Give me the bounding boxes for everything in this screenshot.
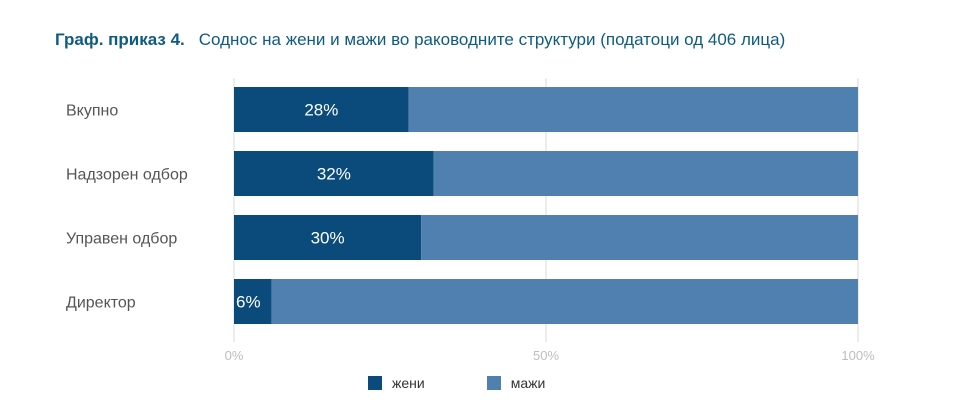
bar-men [408,87,858,132]
x-tick-label: 100% [841,348,875,363]
legend-label-women: жени [392,375,425,391]
bars: 28% 32% 30% 6% [234,87,858,324]
bar-men [271,279,858,324]
legend-item-women: жени [368,375,425,391]
legend-swatch-men [486,376,501,390]
bar-men [433,151,858,196]
chart-title: Граф. приказ 4. Соднос на жени и мажи во … [55,30,785,50]
bar-men [421,215,858,260]
category-label: Директор [66,295,136,312]
category-label: Вкупно [66,103,118,120]
chart-title-text: Соднос на жени и мажи во раководните стр… [198,30,786,49]
bar-women [234,279,272,324]
legend: жени мажи [368,375,545,391]
legend-label-men: мажи [510,375,546,391]
x-tick-label: 0% [225,348,244,363]
bar-women [234,215,422,260]
category-label: Надзорен одбор [66,167,188,184]
bar-chart: 28% 32% 30% 6% Вкупно Надзорен одбор Управен … [66,78,875,363]
legend-swatch-women [368,376,382,390]
data-label: 6% [236,293,261,312]
x-axis-ticks: 0% 50% 100% [225,348,875,363]
bar-women [234,151,434,196]
bar-women [234,87,409,132]
data-label: 32% [317,165,351,184]
chart-title-number: Граф. приказ 4. [55,30,185,49]
data-label: 30% [311,229,345,248]
legend-item-men: мажи [486,375,546,391]
category-labels: Вкупно Надзорен одбор Управен одбор Директо… [66,103,188,312]
data-label: 28% [304,101,338,120]
category-label: Управен одбор [66,231,177,248]
x-tick-label: 50% [533,348,559,363]
